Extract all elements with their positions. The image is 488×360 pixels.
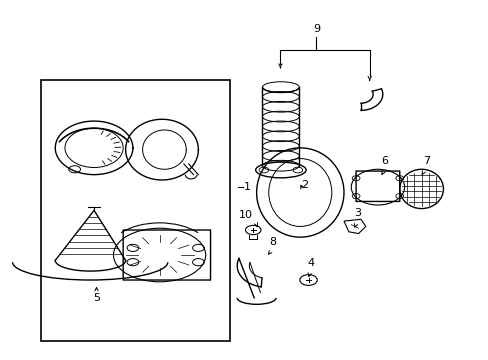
Text: 3: 3 (353, 208, 360, 218)
Text: 10: 10 (239, 210, 253, 220)
Text: 7: 7 (422, 157, 429, 166)
Text: 1: 1 (244, 182, 250, 192)
Text: 2: 2 (301, 180, 308, 190)
Text: 6: 6 (381, 157, 388, 166)
Text: 8: 8 (268, 237, 276, 247)
Text: 9: 9 (312, 23, 319, 33)
Text: 4: 4 (307, 257, 314, 267)
Bar (41, 80, 229, 341)
Text: 5: 5 (93, 293, 100, 302)
